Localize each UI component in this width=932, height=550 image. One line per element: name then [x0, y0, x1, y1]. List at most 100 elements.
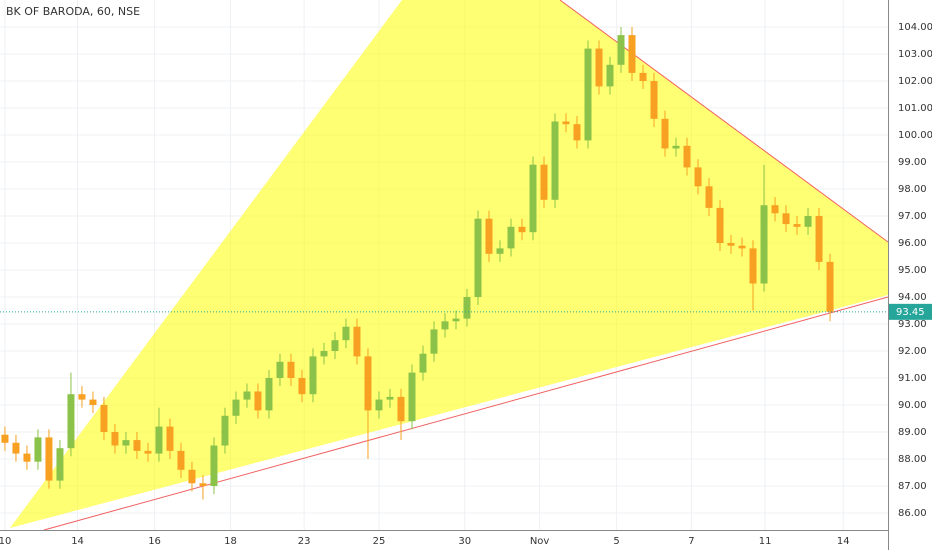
y-tick-label: 103.00 [898, 49, 932, 60]
x-tick-label: Nov [530, 536, 550, 547]
y-tick-label: 99.00 [898, 157, 927, 168]
candles [1, 26, 834, 500]
candle-body [650, 80, 658, 119]
candle-body [716, 207, 724, 243]
candle-body [562, 121, 570, 125]
y-tick-label: 92.00 [898, 346, 927, 357]
candle-body [463, 296, 471, 319]
last-price-box [889, 303, 932, 320]
candle-body [287, 361, 295, 378]
axis-labels: 86.00 87.00 88.00 89.00 90.00 91.00 92.00 93.00… [0, 22, 932, 547]
candle-body [23, 453, 31, 462]
y-tick-label: 98.00 [898, 184, 927, 195]
candle-body [474, 218, 482, 297]
candle-body [694, 167, 702, 187]
candle-body [749, 248, 757, 284]
x-tick-label: 16 [148, 536, 161, 547]
candle-body [738, 245, 746, 249]
candle-body [386, 396, 394, 400]
time-axis-bg [0, 530, 888, 550]
candle-body [364, 356, 372, 411]
candle-body [298, 377, 306, 395]
candle-body [584, 48, 592, 141]
x-tick-label: 14 [71, 536, 84, 547]
candle-body [320, 350, 328, 357]
candle-body [518, 226, 526, 233]
candle-body [661, 118, 669, 149]
candle-body [34, 437, 42, 462]
candle-body [441, 321, 449, 330]
x-tick-label: 10 [0, 536, 11, 547]
candle-body [166, 426, 174, 451]
candle-body [760, 205, 768, 284]
y-tick-label: 97.00 [898, 211, 927, 222]
candle-body [826, 261, 834, 312]
candle-body [551, 121, 559, 200]
candle-body [375, 399, 383, 411]
candle-body [276, 361, 284, 378]
candle-body [12, 442, 20, 454]
price-axis-bg [888, 0, 932, 550]
y-tick-label: 87.00 [898, 481, 927, 492]
candle-body [419, 353, 427, 373]
candle-body [397, 396, 405, 422]
x-tick-label: 18 [224, 536, 237, 547]
candle-body [353, 326, 361, 357]
candle-body [507, 226, 515, 249]
candle-body [78, 394, 86, 400]
candle-body [573, 124, 581, 141]
x-tick-label: 23 [298, 536, 311, 547]
candle-body [639, 72, 647, 81]
candle-body [221, 415, 229, 446]
y-tick-label: 100.00 [898, 130, 932, 141]
candle-body [155, 426, 163, 454]
candle-body [606, 64, 614, 87]
candle-body [199, 483, 207, 486]
y-tick-label: 96.00 [898, 238, 927, 249]
y-tick-label: 86.00 [898, 508, 927, 519]
x-tick-label: 7 [688, 536, 694, 547]
candle-body [309, 356, 317, 395]
candle-body [67, 394, 75, 449]
candle-body [342, 326, 350, 341]
candle-body [815, 215, 823, 262]
y-tick-label: 91.00 [898, 373, 927, 384]
candle-body [496, 248, 504, 254]
candle-body [727, 242, 735, 246]
lower-trendline [43, 296, 889, 531]
y-tick-label: 101.00 [898, 103, 932, 114]
candle-body [56, 448, 64, 481]
y-tick-label: 90.00 [898, 400, 927, 411]
candle-body [210, 445, 218, 486]
y-tick-label: 102.00 [898, 76, 932, 87]
candle-body [331, 340, 339, 351]
x-tick-label: 30 [458, 536, 471, 547]
candle-body [672, 145, 680, 149]
last-price-label: 93.45 [896, 307, 925, 318]
y-tick-label: 94.00 [898, 292, 927, 303]
candle-body [430, 329, 438, 354]
candle-body [683, 145, 691, 168]
x-tick-label: 25 [373, 536, 386, 547]
candle-body [529, 164, 537, 233]
candle-body [485, 218, 493, 254]
candle-body [793, 224, 801, 227]
candle-body [1, 434, 9, 443]
y-tick-label: 95.00 [898, 265, 927, 276]
upper-trendline [559, 0, 889, 243]
y-tick-label: 104.00 [898, 22, 932, 33]
y-tick-label: 88.00 [898, 454, 927, 465]
candle-body [452, 318, 460, 322]
candle-body [595, 48, 603, 87]
candle-body [133, 440, 141, 451]
candle-body [89, 399, 97, 405]
candle-body [45, 437, 53, 481]
candle-body [177, 450, 185, 470]
candle-body [100, 404, 108, 432]
candle-body [804, 215, 812, 227]
x-tick-label: 11 [759, 536, 772, 547]
candle-body [408, 372, 416, 422]
candle-body [782, 213, 790, 225]
candle-body [122, 440, 130, 446]
